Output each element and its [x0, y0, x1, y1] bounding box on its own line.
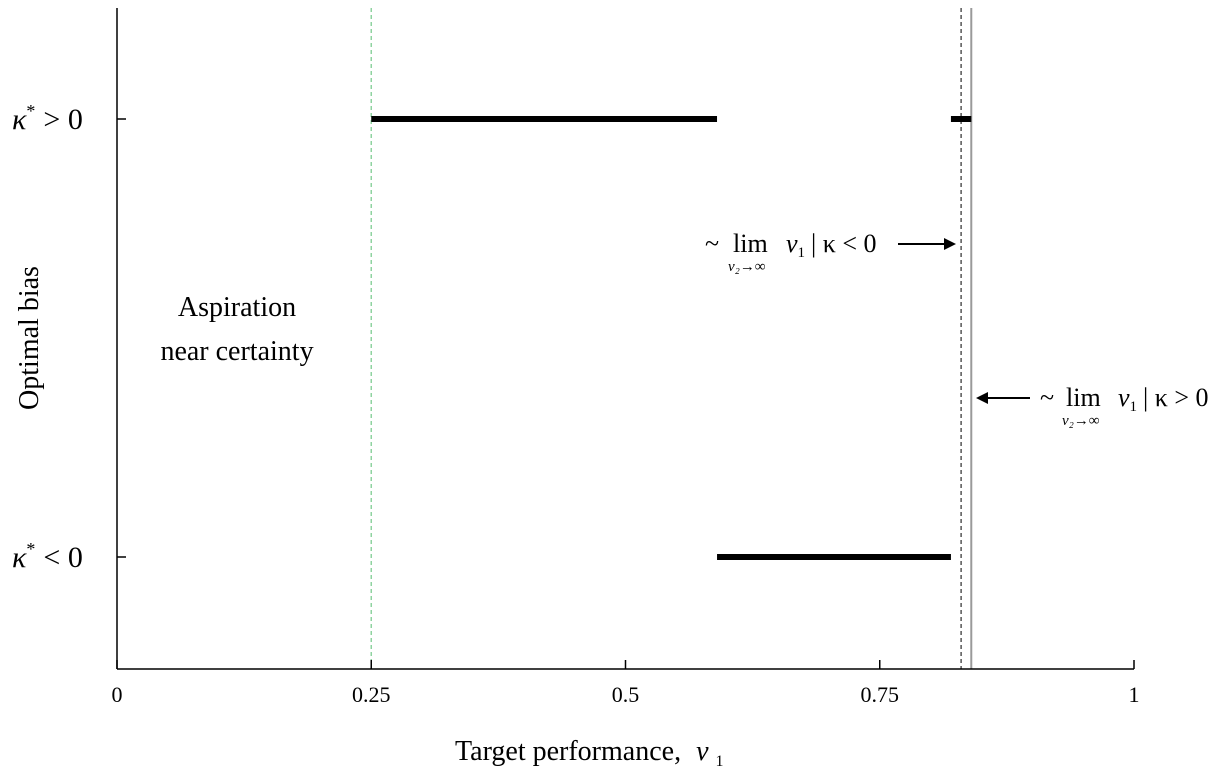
y-levels: κ* > 0 κ* < 0 — [12, 101, 126, 574]
region-annotation-line1: Aspiration — [178, 292, 296, 323]
neg-limit-lim: lim — [733, 229, 768, 258]
y-level-label-neg: κ* < 0 — [12, 539, 83, 574]
x-axis-title-var: v — [696, 736, 709, 767]
pos-limit-prefix: ~ — [1040, 383, 1054, 412]
pos-limit-lim: lim — [1066, 383, 1101, 412]
y-axis-title: Optimal bias — [14, 266, 45, 410]
x-tick-label: 0.5 — [612, 682, 640, 707]
x-ticks: 0 0.25 0.5 0.75 1 — [112, 660, 1140, 707]
y-level-label-pos: κ* > 0 — [12, 101, 83, 136]
x-tick-label: 0.25 — [352, 682, 391, 707]
neg-limit-cond: | κ < 0 — [811, 229, 876, 258]
bias-segments — [371, 116, 972, 560]
x-tick-label: 0.75 — [861, 682, 900, 707]
neg-limit-arrowhead — [944, 238, 956, 250]
region-annotation-line2: near certainty — [160, 336, 313, 367]
pos-limit-sub: v₂→∞ — [1062, 413, 1100, 429]
pos-limit-cond: | κ > 0 — [1143, 383, 1208, 412]
x-tick-label: 1 — [1129, 682, 1140, 707]
pos-limit-var-sub: 1 — [1130, 399, 1138, 415]
pos-limit-arrowhead — [976, 392, 988, 404]
neg-limit-prefix: ~ — [705, 229, 719, 258]
neg-limit-var-sub: 1 — [798, 245, 806, 261]
neg-limit-annotation: ~ lim v₂→∞ v1 | κ < 0 — [705, 229, 956, 275]
pos-limit-annotation: ~ lim v₂→∞ v1 | κ > 0 — [976, 383, 1209, 429]
reference-lines — [370, 8, 973, 669]
pos-limit-var: v — [1118, 383, 1130, 412]
svg-text:v1| κ < 0: v1 | κ < 0 — [786, 229, 877, 261]
svg-text:v1| κ > 0: v1 | κ > 0 — [1118, 383, 1209, 415]
x-axis-title-text: Target performance, — [455, 736, 681, 767]
x-axis-title-sub: 1 — [716, 753, 724, 770]
x-tick-label: 0 — [112, 682, 123, 707]
neg-limit-sub: v₂→∞ — [728, 259, 766, 275]
x-axis-title: Target performance, v 1 — [455, 736, 724, 770]
neg-limit-var: v — [786, 229, 798, 258]
